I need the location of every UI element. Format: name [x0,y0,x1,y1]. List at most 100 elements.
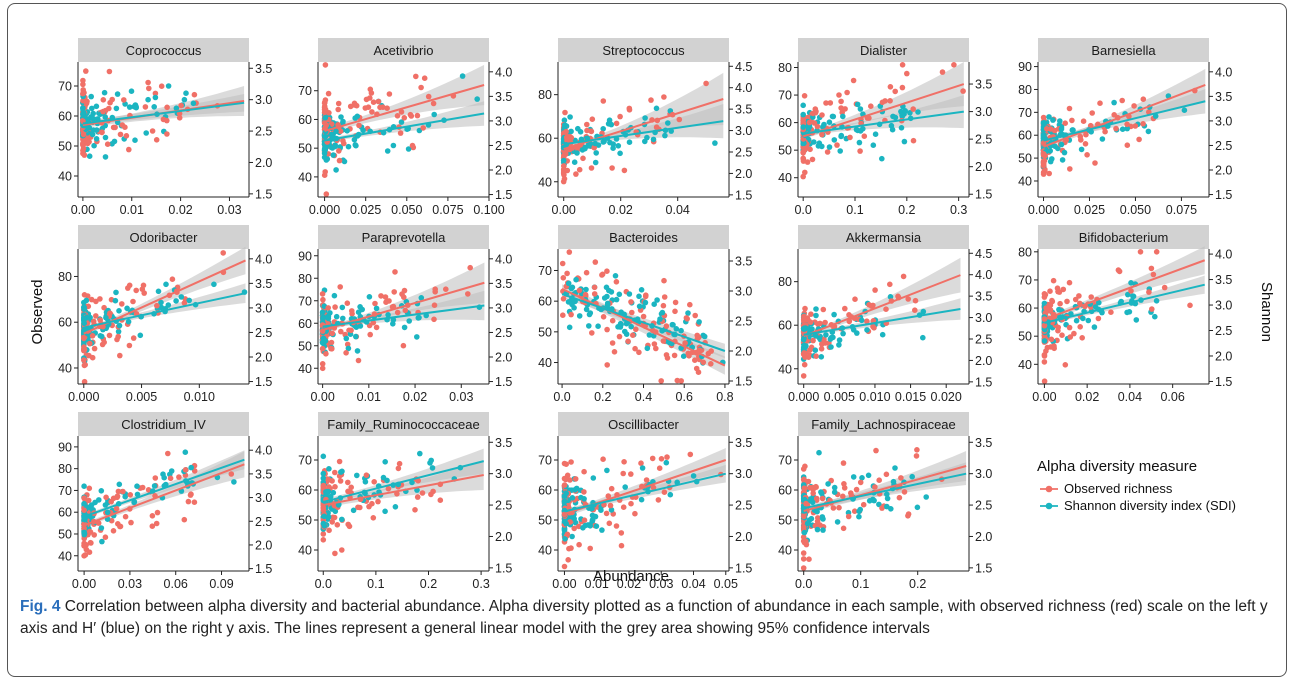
point-observed [836,92,842,98]
point-shannon [801,529,808,536]
point-observed [840,525,847,532]
right-y-tick-label: 4.0 [735,81,752,95]
right-y-tick-label: 2.5 [735,315,752,329]
point-observed [613,120,620,127]
point-shannon [800,124,806,130]
point-shannon [321,523,328,529]
right-y-tick-label: 1.5 [975,188,992,202]
shannon-fit-line [82,101,245,125]
point-shannon [151,483,158,489]
x-tick-label: 0.02 [1075,390,1099,404]
point-shannon [90,115,97,122]
point-shannon [1118,298,1124,305]
observed-confidence-band [1044,246,1205,323]
point-observed [802,305,808,312]
point-shannon [889,126,896,133]
panel-title: Akkermansia [846,230,922,245]
point-observed [868,103,874,109]
left-y-tick-label: 50 [58,527,72,541]
point-shannon [151,104,157,110]
point-observed [191,468,198,474]
point-observed [560,296,567,302]
right-y-tick-label: 2.5 [1215,139,1232,153]
point-observed [588,165,595,171]
point-observed [188,491,194,498]
point-shannon [380,474,387,481]
point-observed [81,346,88,353]
point-observed [853,486,860,493]
point-shannon [665,120,671,126]
x-tick-label: 0.03 [449,390,473,404]
point-shannon [608,507,615,513]
panel-streptococcus: Streptococcus 0.00 0.02 0.04 40 60 80 1.5 2.0 2.5… [538,38,752,217]
observed-confidence-band [83,246,246,336]
point-observed [850,77,857,84]
point-observed [696,347,703,354]
point-observed [1040,158,1047,165]
point-shannon [86,153,93,159]
point-shannon [1124,309,1130,316]
point-observed [591,291,598,297]
point-observed [80,140,86,147]
point-observed [605,493,612,499]
point-shannon [93,136,100,142]
right-y-tick-label: 3.0 [1215,114,1232,128]
left-y-tick-label: 40 [538,544,552,558]
point-observed [604,362,610,368]
left-y-tick-label: 50 [298,339,312,353]
point-observed [1047,288,1053,295]
point-shannon [322,114,329,121]
panel-title: Bifidobacterium [1079,230,1169,245]
shannon-fit-line [1044,283,1205,324]
right-y-tick-label: 3.5 [735,436,752,450]
point-observed [887,98,893,104]
right-y-tick-label: 3.5 [255,277,272,291]
point-observed [818,346,825,352]
point-shannon [626,139,633,145]
point-observed [1048,336,1055,343]
point-shannon [617,150,623,157]
x-tick-label: 0.075 [1166,203,1197,217]
point-shannon [583,286,589,293]
point-shannon [615,143,622,149]
point-observed [1137,249,1144,255]
point-shannon [81,483,87,490]
x-tick-label: 0.01 [585,577,609,591]
point-shannon [98,488,105,494]
point-observed [686,353,692,359]
point-observed [431,302,438,309]
point-observed [840,460,847,466]
point-shannon [116,308,122,314]
right-y-tick-label: 3.5 [255,62,272,76]
point-shannon [80,105,86,111]
right-y-tick-label: 2.0 [255,351,272,365]
point-observed [99,129,105,135]
x-tick-label: 0.005 [126,390,157,404]
point-shannon [800,111,806,118]
point-shannon [854,330,860,336]
point-observed [960,88,966,94]
point-shannon [569,301,575,308]
panel-strip [318,412,489,436]
point-observed [857,148,863,154]
point-observed [328,345,334,352]
point-shannon [581,496,587,502]
point-shannon [816,449,822,456]
point-observed [181,516,188,523]
right-y-tick-label: 3.0 [975,105,992,119]
point-shannon [1152,313,1158,320]
point-shannon [662,132,668,139]
point-shannon [601,138,607,145]
point-observed [805,478,812,485]
point-observed [584,121,590,128]
point-observed [801,93,808,99]
point-shannon [809,499,816,506]
left-y-tick-label: 80 [778,61,792,75]
point-observed [1116,268,1123,275]
point-shannon [613,296,620,303]
point-shannon [879,155,885,162]
right-y-tick-label: 3.5 [975,290,992,304]
point-observed [176,474,182,480]
x-tick-label: 0.6 [676,390,693,404]
point-observed [892,88,898,95]
